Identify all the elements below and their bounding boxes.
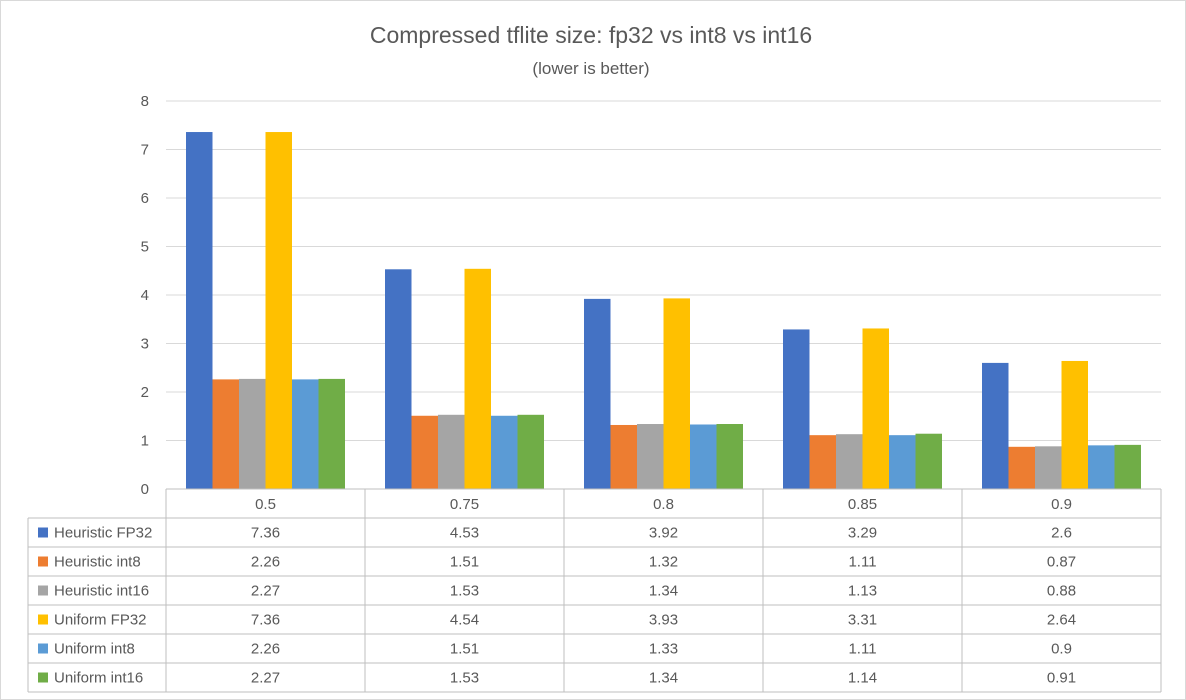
data-label: 1.32 — [649, 554, 678, 571]
y-tick-label: 5 — [141, 239, 149, 256]
legend-swatch — [38, 672, 48, 683]
bar — [584, 298, 611, 489]
bar — [889, 435, 916, 489]
bars — [186, 132, 1141, 490]
data-label: 1.33 — [649, 641, 678, 658]
data-label: 1.11 — [848, 554, 876, 571]
data-label: 2.27 — [251, 670, 280, 687]
y-tick-label: 8 — [141, 93, 149, 110]
data-label: 1.13 — [848, 583, 877, 600]
legend-entry: Uniform int16 — [54, 670, 143, 687]
bar — [862, 328, 889, 489]
data-label: 1.11 — [848, 641, 876, 658]
y-tick-label: 1 — [141, 433, 149, 450]
category-label: 0.85 — [848, 496, 877, 513]
data-label: 7.36 — [251, 612, 280, 629]
bar — [809, 435, 836, 489]
bar — [836, 434, 863, 489]
data-label: 0.91 — [1047, 670, 1076, 687]
y-tick-label: 4 — [141, 287, 149, 304]
y-tick-label: 0 — [141, 481, 149, 498]
bar — [610, 424, 637, 489]
y-tick-label: 7 — [141, 142, 149, 159]
bar — [1114, 444, 1141, 489]
chart-title: Compressed tflite size: fp32 vs int8 vs … — [370, 22, 812, 48]
data-label: 4.53 — [450, 525, 479, 542]
data-label: 2.6 — [1051, 525, 1072, 542]
data-label: 2.27 — [251, 583, 280, 600]
legend-entry: Uniform FP32 — [54, 612, 147, 629]
category-label: 0.5 — [255, 496, 276, 513]
data-label: 0.88 — [1047, 583, 1076, 600]
bar — [411, 415, 438, 489]
bar — [212, 379, 239, 489]
bar — [690, 424, 717, 489]
bar — [438, 414, 465, 489]
y-tick-label: 2 — [141, 384, 149, 401]
legend-swatch — [38, 556, 48, 567]
data-label: 4.54 — [450, 612, 479, 629]
bar — [464, 268, 491, 489]
bar — [915, 433, 942, 489]
legend-swatch — [38, 585, 48, 596]
bar — [491, 415, 518, 489]
bar — [239, 378, 266, 489]
category-label: 0.8 — [653, 496, 674, 513]
bar — [517, 414, 544, 489]
category-label: 0.75 — [450, 496, 479, 513]
bar — [1061, 360, 1088, 489]
legend-entry: Heuristic FP32 — [54, 525, 152, 542]
legend-entry: Heuristic int8 — [54, 554, 141, 571]
data-label: 1.51 — [450, 554, 479, 571]
legend-swatch — [38, 527, 48, 538]
data-label: 0.9 — [1051, 641, 1072, 658]
data-label: 1.34 — [649, 583, 678, 600]
y-tick-label: 3 — [141, 336, 149, 353]
data-label: 3.31 — [848, 612, 877, 629]
bar — [1035, 446, 1062, 489]
bar — [292, 379, 319, 489]
data-label: 3.29 — [848, 525, 877, 542]
data-label: 1.34 — [649, 670, 678, 687]
bar — [186, 132, 213, 490]
data-label: 2.26 — [251, 641, 280, 658]
data-label: 1.53 — [450, 583, 479, 600]
bar — [637, 424, 664, 489]
bar — [318, 378, 345, 489]
legend-swatch — [38, 614, 48, 625]
data-label: 3.93 — [649, 612, 678, 629]
bar — [1008, 446, 1035, 489]
legend-entry: Uniform int8 — [54, 641, 135, 658]
bar — [1088, 445, 1115, 489]
data-label: 2.26 — [251, 554, 280, 571]
bar — [663, 298, 690, 489]
bar — [716, 424, 743, 489]
data-label: 1.14 — [848, 670, 877, 687]
data-label: 0.87 — [1047, 554, 1076, 571]
data-label: 7.36 — [251, 525, 280, 542]
bar — [385, 269, 412, 489]
y-axis-ticks: 0 1 2 3 4 5 6 7 8 — [141, 93, 149, 498]
data-label: 2.64 — [1047, 612, 1076, 629]
category-label: 0.9 — [1051, 496, 1072, 513]
data-label: 3.92 — [649, 525, 678, 542]
bar — [982, 362, 1009, 489]
data-table: 0.5 0.75 0.8 0.85 0.9 Heuristic FP32 7.36 4.53 3… — [27, 488, 1162, 693]
y-tick-label: 6 — [141, 190, 149, 207]
legend-entry: Heuristic int16 — [54, 583, 149, 600]
data-label: 1.53 — [450, 670, 479, 687]
bar — [265, 132, 292, 490]
legend-swatch — [38, 643, 48, 654]
data-label: 1.51 — [450, 641, 479, 658]
chart-subtitle: (lower is better) — [532, 59, 649, 78]
bar — [783, 329, 810, 489]
